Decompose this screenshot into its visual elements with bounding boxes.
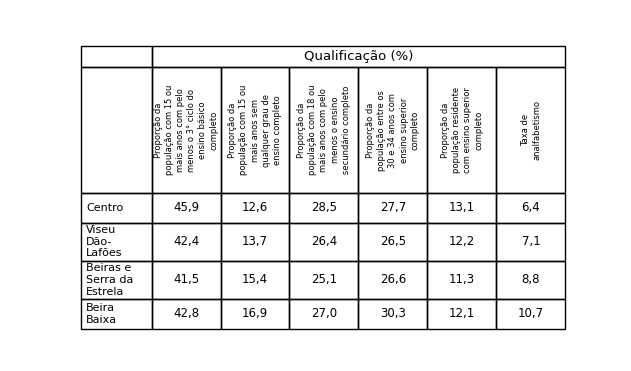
Bar (497, 299, 565, 329)
Text: 26,6: 26,6 (380, 273, 406, 286)
Bar (151, 193, 220, 223)
Bar (358, 193, 427, 223)
Text: Beira
Baixa: Beira Baixa (86, 303, 117, 325)
Bar (220, 67, 290, 193)
Text: 26,4: 26,4 (311, 235, 337, 248)
Text: 27,0: 27,0 (311, 308, 337, 321)
Bar (81, 46, 151, 67)
Text: 12,6: 12,6 (242, 201, 268, 214)
Text: 11,3: 11,3 (449, 273, 475, 286)
Text: 13,1: 13,1 (449, 201, 475, 214)
Text: Proporção da
população com 15 ou
mais anos sem
qualquer grau de
ensino completo: Proporção da população com 15 ou mais an… (228, 85, 281, 175)
Text: 15,4: 15,4 (242, 273, 268, 286)
Text: Beiras e
Serra da
Estrela: Beiras e Serra da Estrela (86, 263, 134, 296)
Bar (358, 261, 427, 299)
Bar (151, 223, 220, 261)
Bar (220, 261, 290, 299)
Bar (81, 193, 151, 223)
Text: Viseu
Dão-
Lafões: Viseu Dão- Lafões (86, 225, 123, 258)
Text: 45,9: 45,9 (173, 201, 199, 214)
Text: Qualificação (%): Qualificação (%) (304, 50, 413, 63)
Bar (220, 193, 290, 223)
Bar (290, 299, 358, 329)
Bar (497, 193, 565, 223)
Bar (151, 261, 220, 299)
Bar (290, 193, 358, 223)
Text: 13,7: 13,7 (242, 235, 268, 248)
Bar (81, 299, 151, 329)
Text: 42,4: 42,4 (173, 235, 199, 248)
Bar (358, 67, 427, 193)
Bar (151, 46, 565, 67)
Bar (290, 261, 358, 299)
Text: 30,3: 30,3 (380, 308, 406, 321)
Text: 10,7: 10,7 (518, 308, 544, 321)
Text: 25,1: 25,1 (311, 273, 337, 286)
Bar (427, 299, 497, 329)
Bar (220, 223, 290, 261)
Bar (427, 67, 497, 193)
Bar (81, 223, 151, 261)
Text: 16,9: 16,9 (242, 308, 268, 321)
Text: 12,1: 12,1 (449, 308, 475, 321)
Bar (358, 299, 427, 329)
Text: Centro: Centro (86, 203, 124, 213)
Bar (151, 67, 220, 193)
Bar (427, 193, 497, 223)
Text: 6,4: 6,4 (522, 201, 540, 214)
Bar (81, 261, 151, 299)
Text: 41,5: 41,5 (173, 273, 199, 286)
Text: 28,5: 28,5 (311, 201, 337, 214)
Bar (358, 223, 427, 261)
Text: 8,8: 8,8 (522, 273, 540, 286)
Text: Proporção da
população residente
com ensino superior
completo: Proporção da população residente com ens… (441, 87, 483, 173)
Bar (151, 299, 220, 329)
Text: Taxa de
analfabetismo: Taxa de analfabetismo (521, 100, 541, 160)
Text: Proporção da
população com 15 ou
mais anos com pelo
menos o 3° ciclo do
ensino b: Proporção da população com 15 ou mais an… (154, 85, 218, 175)
Text: 7,1: 7,1 (522, 235, 540, 248)
Bar (497, 223, 565, 261)
Bar (497, 67, 565, 193)
Text: Proporção da
população entre os
30 e 34 anos com
ensino superior
completo: Proporção da população entre os 30 e 34 … (366, 90, 420, 171)
Bar (290, 67, 358, 193)
Bar (290, 223, 358, 261)
Bar (427, 223, 497, 261)
Text: 12,2: 12,2 (449, 235, 475, 248)
Text: 27,7: 27,7 (380, 201, 406, 214)
Bar (220, 299, 290, 329)
Bar (427, 261, 497, 299)
Text: Proporção da
população com 18 ou
mais anos com pelo
menos o ensino
secundário co: Proporção da população com 18 ou mais an… (297, 85, 351, 175)
Bar (497, 261, 565, 299)
Bar (81, 67, 151, 193)
Text: 42,8: 42,8 (173, 308, 199, 321)
Text: 26,5: 26,5 (380, 235, 406, 248)
